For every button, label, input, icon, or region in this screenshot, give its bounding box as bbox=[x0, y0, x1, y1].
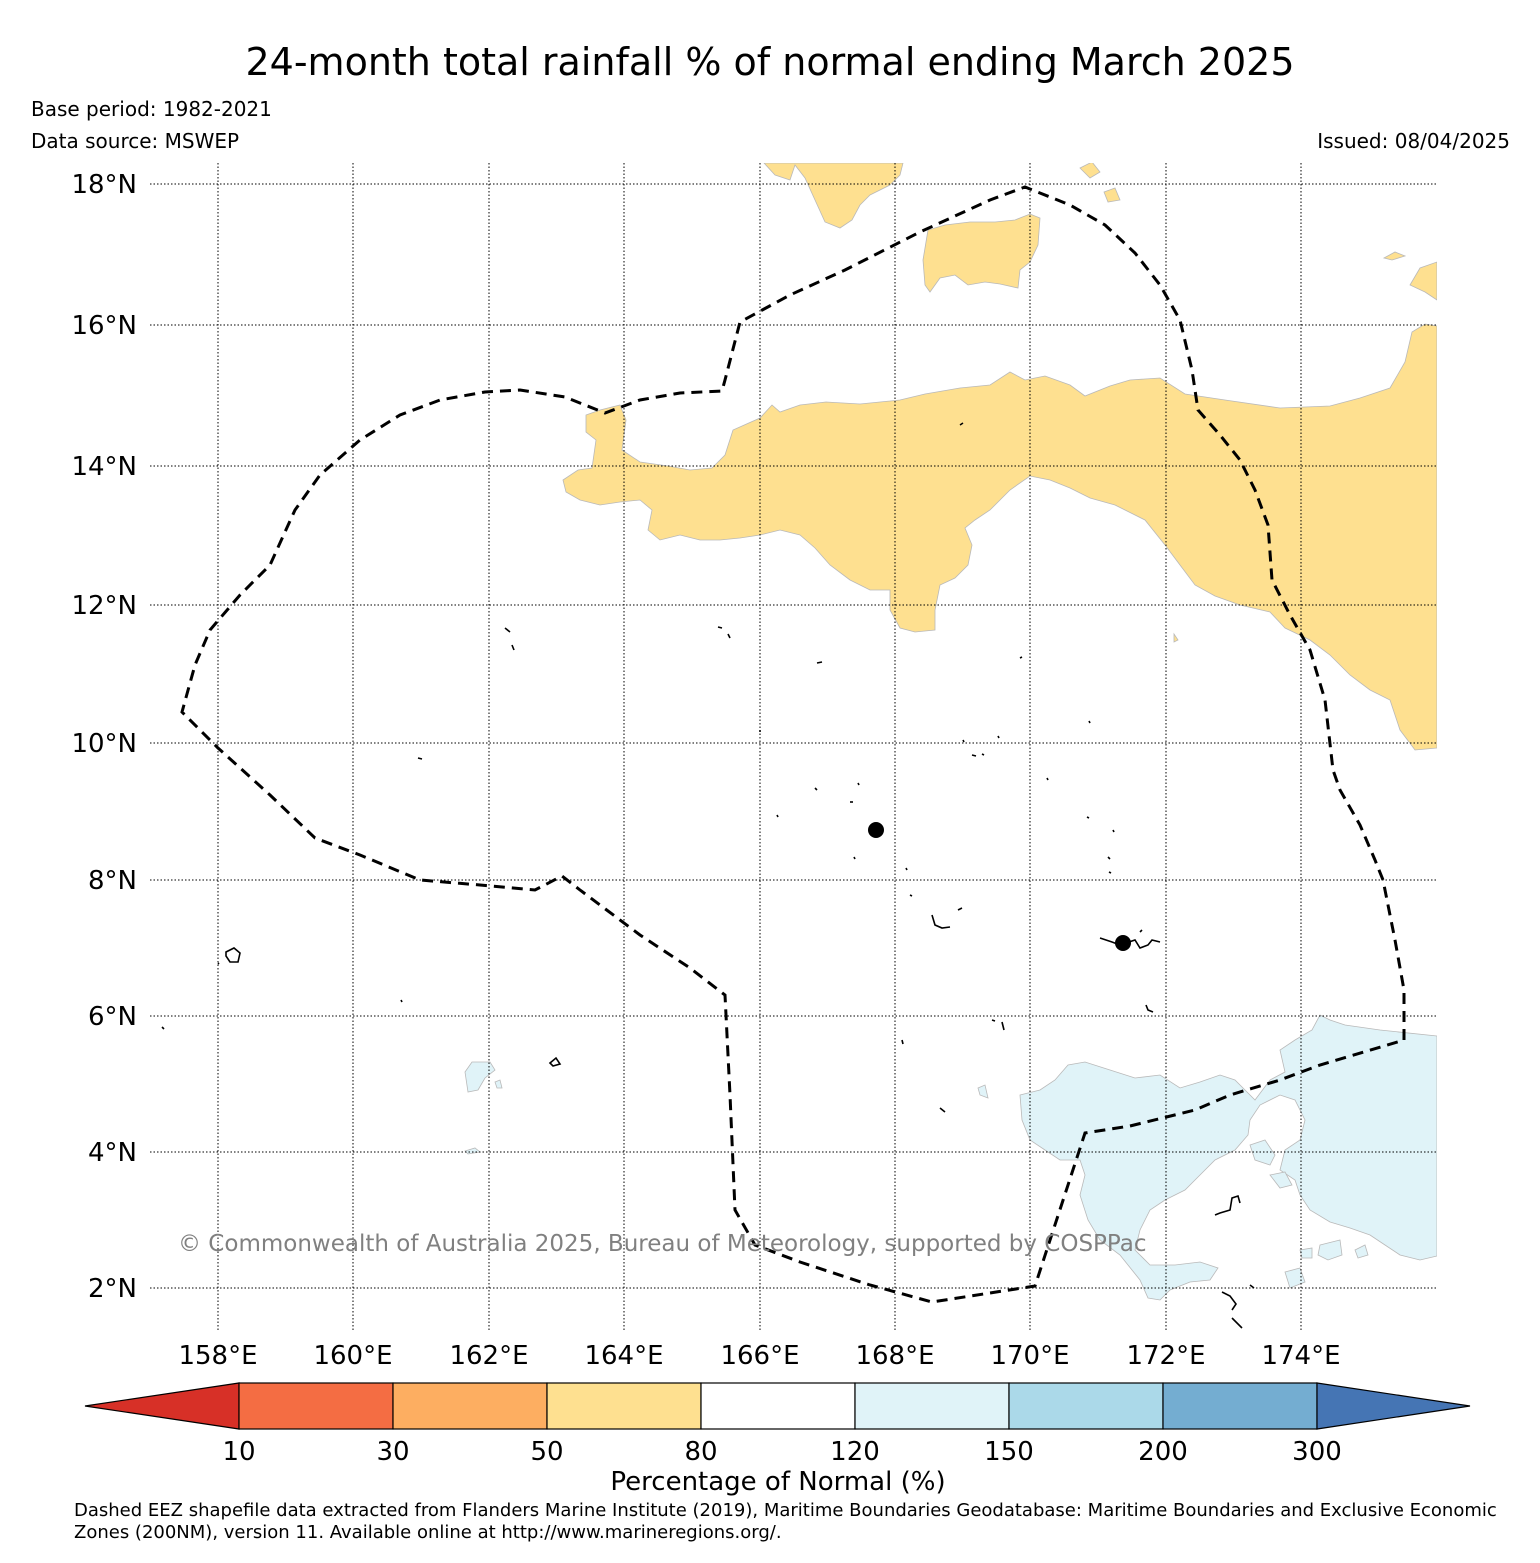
lon-label: 164°E bbox=[584, 1341, 663, 1371]
colorbar-segment bbox=[700, 1382, 856, 1430]
colorbar-tick: 120 bbox=[830, 1437, 880, 1467]
colorbar-segment bbox=[546, 1382, 702, 1430]
lat-label: 10°N bbox=[71, 729, 137, 759]
lon-label: 174°E bbox=[1261, 1341, 1340, 1371]
lat-label: 4°N bbox=[88, 1138, 137, 1168]
colorbar-label: Percentage of Normal (%) bbox=[610, 1467, 945, 1497]
eez-boundary bbox=[180, 185, 1406, 1304]
colorbar-segment bbox=[1162, 1382, 1318, 1430]
lon-label: 172°E bbox=[1126, 1341, 1205, 1371]
issued-date: Issued: 08/04/2025 bbox=[1317, 129, 1510, 153]
colorbar-tick: 300 bbox=[1292, 1437, 1342, 1467]
dry-region-main bbox=[562, 323, 1437, 751]
dry-islet-3 bbox=[1103, 187, 1121, 203]
lat-label: 18°N bbox=[71, 170, 137, 200]
wet-islet-3 bbox=[1317, 1239, 1343, 1261]
graticule bbox=[150, 163, 1437, 1330]
wet-islet-8 bbox=[464, 1061, 496, 1093]
island-outline bbox=[225, 947, 241, 963]
base-period: Base period: 1982-2021 bbox=[31, 97, 272, 121]
colorbar-segment bbox=[238, 1382, 394, 1430]
islands bbox=[161, 422, 1255, 1329]
wet-islet-4 bbox=[1284, 1267, 1306, 1289]
wet-islet-6 bbox=[1354, 1244, 1369, 1259]
dry-islet-2 bbox=[1079, 163, 1101, 179]
lat-label: 8°N bbox=[88, 866, 137, 896]
wet-region-south-east bbox=[1019, 1014, 1437, 1301]
map-title: 24-month total rainfall % of normal endi… bbox=[245, 40, 1295, 84]
colorbar-tick: 150 bbox=[984, 1437, 1034, 1467]
colorbar-segment bbox=[392, 1382, 548, 1430]
wet-islet-9 bbox=[494, 1079, 503, 1089]
colorbar-tick: 50 bbox=[530, 1437, 563, 1467]
copyright-watermark: © Commonwealth of Australia 2025, Bureau… bbox=[178, 1231, 1147, 1257]
colorbar-segment bbox=[1008, 1382, 1164, 1430]
lat-label: 12°N bbox=[71, 591, 137, 621]
colorbar-tick: 200 bbox=[1138, 1437, 1188, 1467]
capital-marker bbox=[868, 822, 884, 838]
footnote: Dashed EEZ shapefile data extracted from… bbox=[74, 1500, 1497, 1543]
lon-label: 168°E bbox=[855, 1341, 934, 1371]
dry-islet-4 bbox=[1173, 632, 1179, 643]
lon-label: 158°E bbox=[178, 1341, 257, 1371]
lat-label: 6°N bbox=[88, 1002, 137, 1032]
wet-islet-10 bbox=[464, 1147, 481, 1155]
colorbar-segment bbox=[84, 1382, 240, 1430]
lat-label: 14°N bbox=[71, 452, 137, 482]
colorbar-segment bbox=[854, 1382, 1010, 1430]
wet-islet-2 bbox=[1269, 1171, 1293, 1189]
colorbar-tick: 10 bbox=[222, 1437, 255, 1467]
lon-label: 160°E bbox=[313, 1341, 392, 1371]
dry-islet-1 bbox=[1382, 251, 1407, 261]
dry-region-north-2 bbox=[922, 213, 1041, 293]
rainfall-map: © Commonwealth of Australia 2025, Bureau… bbox=[71, 163, 1471, 1497]
lon-label: 162°E bbox=[449, 1341, 528, 1371]
colorbar-tick: 80 bbox=[684, 1437, 717, 1467]
wet-islet-5 bbox=[1299, 1247, 1313, 1259]
wet-islet-7 bbox=[977, 1084, 989, 1099]
colorbar bbox=[84, 1382, 1471, 1430]
colorbar-tick: 30 bbox=[376, 1437, 409, 1467]
island-outline bbox=[548, 1056, 562, 1067]
lon-label: 166°E bbox=[720, 1341, 799, 1371]
capital-marker bbox=[1115, 935, 1131, 951]
wet-islet-1 bbox=[1249, 1139, 1276, 1166]
dry-region-northeast bbox=[1409, 261, 1437, 301]
data-source: Data source: MSWEP bbox=[31, 129, 240, 153]
lat-label: 2°N bbox=[88, 1274, 137, 1304]
colorbar-segment bbox=[1316, 1382, 1471, 1430]
dry-region-north-1 bbox=[763, 163, 904, 229]
lat-label: 16°N bbox=[71, 311, 137, 341]
lon-label: 170°E bbox=[990, 1341, 1069, 1371]
